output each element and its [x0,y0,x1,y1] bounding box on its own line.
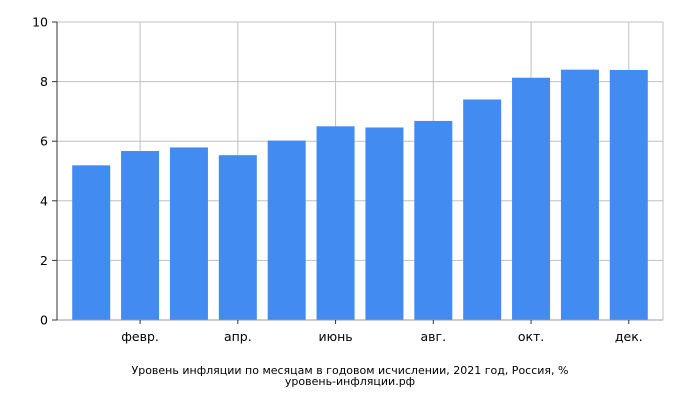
bars [72,69,648,321]
bar-7 [365,127,404,320]
x-tick-label: окт. [518,329,544,344]
x-tick-label: февр. [121,329,159,344]
x-tick-label: дек. [615,329,643,344]
bar-11 [560,69,599,321]
y-tick-label: 6 [40,134,48,149]
bar-10 [512,77,551,320]
y-tick-label: 10 [32,15,48,30]
chart-source: уровень-инфляции.рф [284,375,416,388]
bar-8 [414,120,453,320]
bar-9 [463,99,502,320]
bar-6 [316,126,355,320]
bar-3 [169,147,208,320]
y-tick-label: 4 [40,193,48,208]
x-tick-label: авг. [421,329,447,344]
bar-4 [218,155,257,320]
x-tick-label: апр. [224,329,252,344]
y-tick-label: 8 [40,74,48,89]
bar-5 [267,140,306,320]
x-tick-label: июнь [318,329,352,344]
y-tick-label: 2 [40,253,48,268]
tick-labels: 0 2 4 6 8 10 февр. апр. июнь авг. окт. дек. [32,15,643,345]
y-tick-label: 0 [40,313,48,328]
axes [52,21,663,324]
chart-caption: Уровень инфляции по месяцам в годовом ис… [131,364,569,377]
bar-1 [72,165,111,320]
bar-2 [121,151,160,320]
bar-12 [609,69,648,320]
